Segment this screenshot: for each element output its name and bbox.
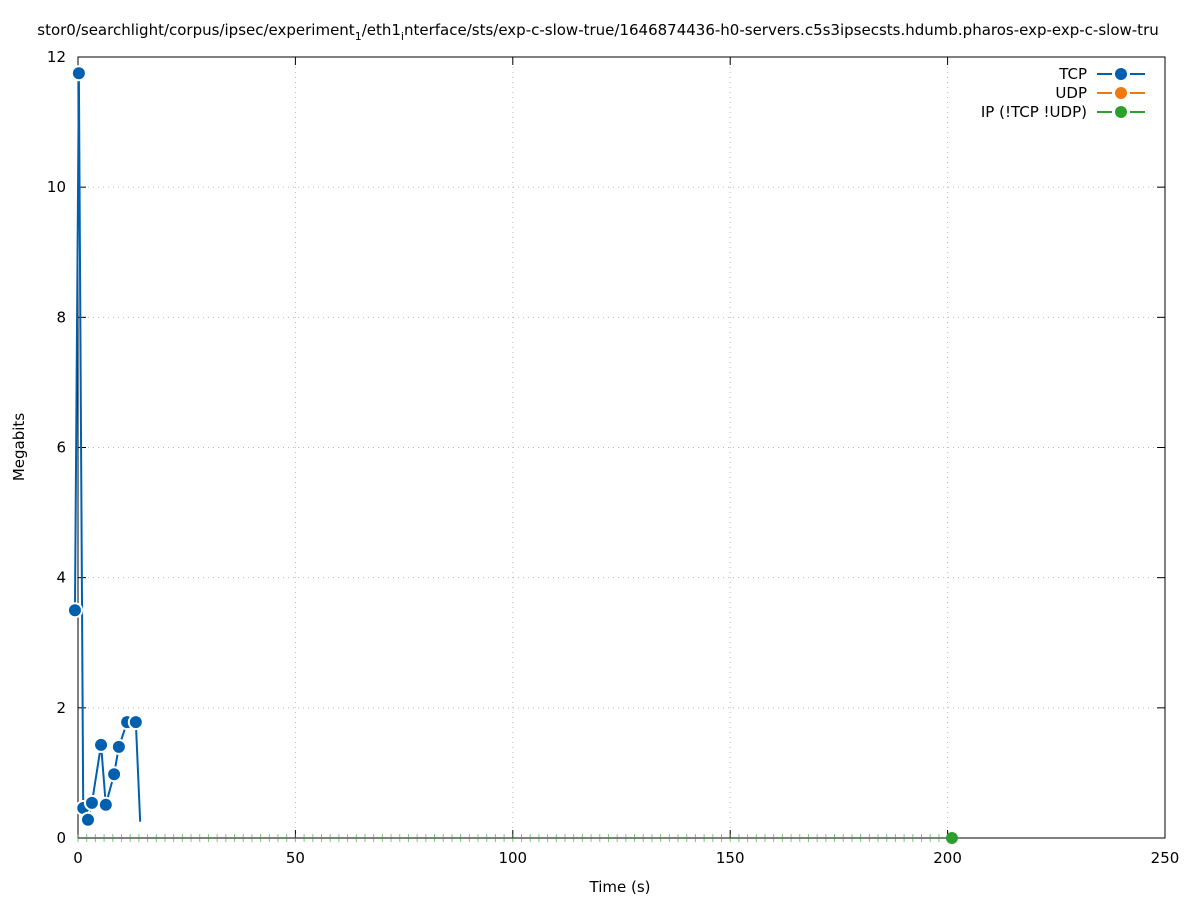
title-subscript: 1 bbox=[355, 30, 362, 43]
legend-marker bbox=[1115, 106, 1127, 118]
data-point bbox=[72, 67, 85, 80]
title-segment: /eth1 bbox=[362, 21, 401, 39]
y-tick-label: 6 bbox=[56, 439, 66, 457]
data-point bbox=[112, 740, 125, 753]
x-tick-label: 150 bbox=[716, 849, 745, 867]
y-tick-label: 4 bbox=[56, 569, 66, 587]
y-tick-label: 10 bbox=[47, 178, 66, 196]
legend-marker bbox=[1115, 68, 1127, 80]
y-axis-label: Megabits bbox=[10, 413, 28, 481]
x-tick-label: 250 bbox=[1151, 849, 1180, 867]
y-tick-label: 8 bbox=[56, 308, 66, 326]
series-layer bbox=[66, 65, 958, 844]
y-tick-label: 0 bbox=[56, 829, 66, 847]
y-tick-label: 2 bbox=[56, 699, 66, 717]
data-point bbox=[68, 604, 81, 617]
data-point bbox=[82, 813, 95, 826]
legend-label: UDP bbox=[1055, 84, 1087, 102]
x-axis-label: Time (s) bbox=[589, 878, 651, 896]
grid bbox=[78, 57, 1165, 838]
series-0 bbox=[66, 65, 144, 828]
data-point bbox=[108, 768, 121, 781]
title-segment: nterface/sts/exp-c-slow-true/1646874436-… bbox=[404, 21, 1159, 39]
data-point bbox=[85, 796, 98, 809]
title-subscript: i bbox=[401, 30, 404, 43]
chart-title: stor0/searchlight/corpus/ipsec/experimen… bbox=[37, 21, 1159, 43]
x-tick-label: 50 bbox=[286, 849, 305, 867]
data-point bbox=[99, 798, 112, 811]
series-2 bbox=[77, 832, 958, 844]
data-point bbox=[95, 738, 108, 751]
legend-label: TCP bbox=[1058, 65, 1087, 83]
data-point bbox=[129, 716, 142, 729]
plot-frame bbox=[77, 56, 1166, 839]
data-point bbox=[945, 832, 958, 844]
x-tick-label: 200 bbox=[933, 849, 962, 867]
legend-label: IP (!TCP !UDP) bbox=[981, 103, 1087, 121]
axes: 0 50 100 150 200 250 0 2 4 6 8 10 12 bbox=[47, 48, 1179, 867]
y-tick-label: 12 bbox=[47, 48, 66, 66]
title-segment: stor0/searchlight/corpus/ipsec/experimen… bbox=[37, 21, 355, 39]
x-tick-label: 100 bbox=[498, 849, 527, 867]
x-tick-label: 0 bbox=[73, 849, 83, 867]
legend-marker bbox=[1115, 87, 1127, 99]
